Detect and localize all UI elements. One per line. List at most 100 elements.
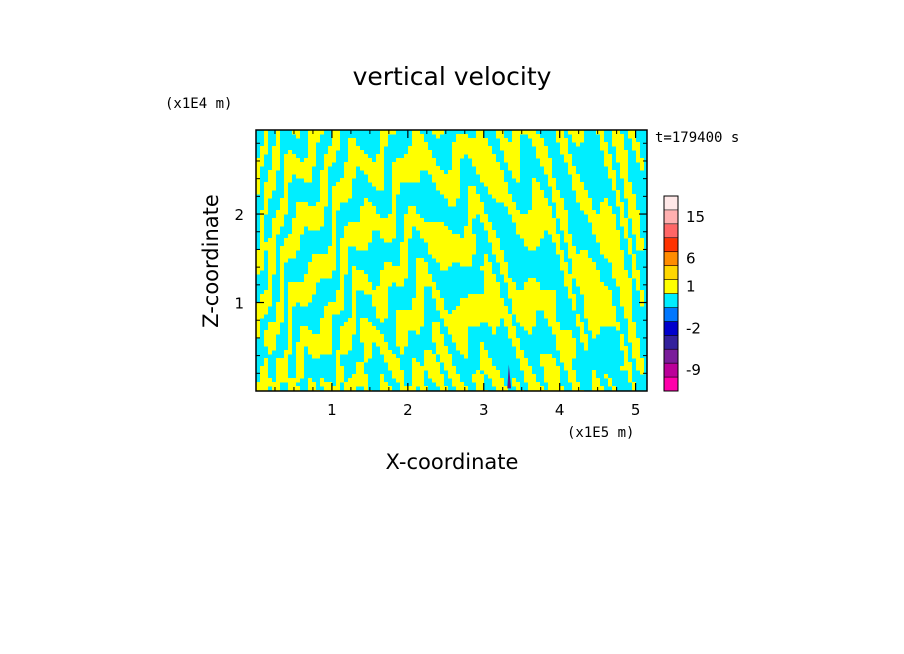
- positive-region: [384, 262, 392, 267]
- positive-region: [296, 370, 304, 375]
- positive-region: [392, 194, 396, 199]
- positive-region: [532, 202, 548, 207]
- colorbar-segment: [664, 209, 678, 225]
- positive-region: [476, 166, 500, 171]
- positive-region: [600, 210, 612, 215]
- positive-region: [508, 334, 516, 339]
- positive-region: [256, 322, 260, 327]
- positive-region: [480, 178, 504, 183]
- positive-region: [412, 374, 424, 379]
- positive-region: [428, 370, 440, 375]
- positive-region: [300, 326, 308, 331]
- positive-region: [544, 374, 560, 379]
- positive-region: [280, 262, 284, 267]
- colorbar-label: 6: [686, 250, 696, 268]
- positive-region: [404, 218, 424, 223]
- positive-region: [268, 258, 276, 263]
- positive-region: [620, 214, 624, 219]
- positive-region: [288, 346, 292, 351]
- positive-region: [568, 378, 576, 383]
- positive-region: [352, 294, 356, 299]
- positive-region: [432, 294, 440, 299]
- positive-region: [640, 162, 644, 167]
- colorbar-segment: [664, 307, 678, 322]
- positive-region: [592, 334, 596, 339]
- positive-region: [280, 286, 284, 291]
- positive-region: [528, 246, 536, 251]
- positive-region: [580, 326, 584, 331]
- positive-region: [308, 142, 316, 147]
- positive-region: [612, 266, 624, 271]
- positive-region: [436, 350, 448, 355]
- positive-region: [340, 282, 344, 287]
- positive-region: [452, 334, 468, 339]
- positive-region: [484, 270, 492, 275]
- positive-region: [436, 182, 460, 187]
- positive-region: [504, 278, 512, 283]
- positive-region: [468, 214, 476, 219]
- positive-region: [308, 346, 332, 351]
- positive-region: [572, 386, 580, 391]
- positive-region: [556, 334, 572, 339]
- positive-region: [452, 162, 460, 167]
- positive-region: [272, 150, 280, 155]
- positive-region: [396, 326, 420, 331]
- positive-region: [532, 198, 548, 203]
- colorbar-label: 1: [686, 278, 696, 296]
- positive-region: [616, 194, 620, 199]
- positive-region: [468, 194, 480, 199]
- positive-region: [416, 278, 432, 283]
- positive-region: [308, 378, 312, 383]
- positive-region: [276, 314, 284, 319]
- positive-region: [620, 166, 628, 171]
- positive-region: [340, 338, 352, 343]
- positive-region: [292, 130, 300, 135]
- positive-region: [580, 250, 588, 255]
- colorbar-segment: [664, 349, 678, 364]
- positive-region: [492, 246, 500, 251]
- positive-region: [268, 238, 276, 243]
- positive-region: [412, 382, 424, 387]
- positive-region: [424, 350, 432, 355]
- positive-region: [512, 174, 520, 179]
- positive-region: [612, 178, 616, 183]
- positive-region: [284, 194, 288, 199]
- positive-region: [440, 190, 460, 195]
- positive-region: [332, 234, 336, 239]
- positive-region: [340, 286, 344, 291]
- positive-region: [632, 270, 640, 275]
- positive-region: [416, 330, 420, 335]
- positive-region: [340, 178, 352, 183]
- positive-region: [408, 150, 432, 155]
- positive-region: [292, 218, 324, 223]
- positive-region: [616, 150, 628, 155]
- positive-region: [636, 286, 640, 291]
- positive-region: [280, 198, 288, 203]
- positive-region: [308, 146, 316, 151]
- positive-region: [400, 254, 408, 259]
- y-tick-label: 2: [234, 206, 244, 224]
- positive-region: [476, 386, 484, 391]
- positive-region: [480, 342, 484, 347]
- positive-region: [552, 234, 560, 239]
- positive-region: [396, 158, 436, 163]
- positive-region: [268, 270, 276, 275]
- positive-region: [460, 298, 504, 303]
- positive-region: [564, 366, 572, 371]
- positive-region: [588, 318, 616, 323]
- positive-region: [640, 166, 644, 171]
- positive-region: [352, 278, 368, 283]
- positive-region: [500, 266, 508, 271]
- positive-region: [456, 134, 468, 139]
- positive-region: [512, 338, 520, 343]
- positive-region: [260, 150, 268, 155]
- positive-region: [372, 182, 384, 187]
- positive-region: [492, 326, 496, 331]
- positive-region: [628, 374, 632, 379]
- positive-region: [432, 178, 460, 183]
- positive-region: [348, 150, 364, 155]
- positive-region: [612, 262, 624, 267]
- positive-region: [548, 174, 552, 179]
- positive-region: [572, 178, 580, 183]
- positive-region: [352, 302, 356, 307]
